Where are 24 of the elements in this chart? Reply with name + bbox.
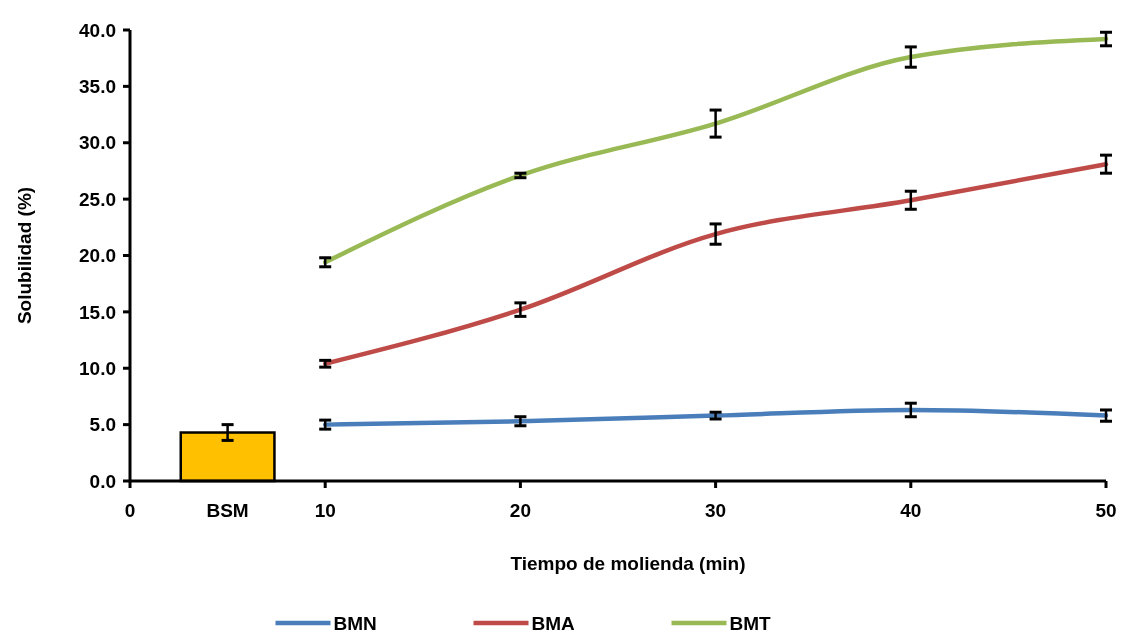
x-tick-label: 0 [124, 500, 136, 521]
x-tick-label: 10 [314, 500, 336, 521]
x-tick-label: 30 [705, 500, 727, 521]
y-tick-label: 0.0 [89, 470, 116, 492]
y-axis-title: Solubilidad (%) [14, 186, 35, 325]
legend-label: BMA [531, 613, 576, 634]
y-tick-label: 30.0 [79, 132, 116, 154]
line-series [322, 36, 1109, 265]
y-tick-label: 10.0 [79, 357, 116, 379]
x-tick-label: 40 [900, 500, 922, 521]
line-series [322, 161, 1109, 366]
y-tick-label: 25.0 [79, 188, 116, 210]
legend-label: BMN [333, 613, 377, 634]
legend-label: BMT [729, 613, 772, 634]
x-tick-label: BSM [206, 500, 249, 521]
y-tick-label: 40.0 [79, 19, 116, 41]
y-tick-label: 15.0 [79, 301, 116, 323]
x-tick-label: 50 [1095, 500, 1117, 521]
y-tick-label: 35.0 [79, 76, 116, 98]
line-series [322, 407, 1109, 427]
x-tick-label: 20 [509, 500, 531, 521]
y-tick-label: 20.0 [79, 245, 116, 267]
y-tick-label: 5.0 [89, 414, 116, 436]
x-axis-title: Tiempo de molienda (min) [510, 553, 746, 574]
